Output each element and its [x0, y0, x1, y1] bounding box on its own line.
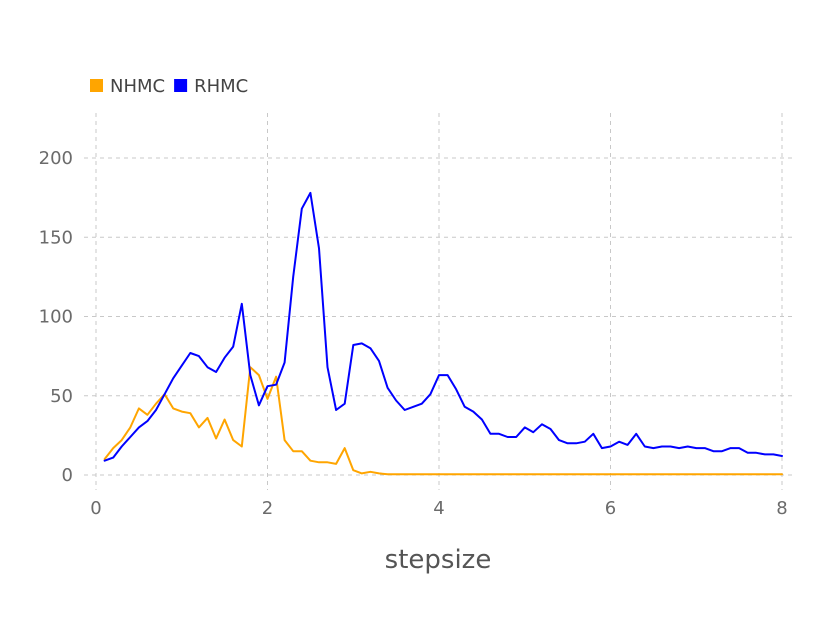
x-axis-title: stepsize — [385, 545, 492, 575]
series-line-rhmc — [103, 191, 783, 462]
x-tick-label: 2 — [262, 498, 273, 519]
y-tick-label: 0 — [62, 465, 73, 486]
x-tick-label: 0 — [90, 498, 101, 519]
y-tick-label: 100 — [39, 307, 73, 328]
x-tick-labels: 0 2 4 6 8 — [90, 498, 787, 519]
legend: NHMC RHMC — [90, 76, 248, 97]
y-tick-label: 150 — [39, 227, 73, 248]
legend-swatch-rhmc — [174, 79, 188, 92]
grid — [84, 113, 795, 490]
y-tick-label: 50 — [50, 386, 73, 407]
x-tick-label: 6 — [605, 498, 616, 519]
legend-label-rhmc: RHMC — [194, 76, 248, 97]
series-line-nhmc — [103, 366, 783, 476]
y-tick-labels: 0 50 100 150 200 — [39, 148, 73, 486]
series-layer — [103, 191, 783, 476]
legend-label-nhmc: NHMC — [110, 76, 165, 97]
x-tick-label: 8 — [776, 498, 787, 519]
y-tick-label: 200 — [39, 148, 73, 169]
legend-swatch-nhmc — [90, 79, 103, 92]
x-tick-label: 4 — [433, 498, 444, 519]
